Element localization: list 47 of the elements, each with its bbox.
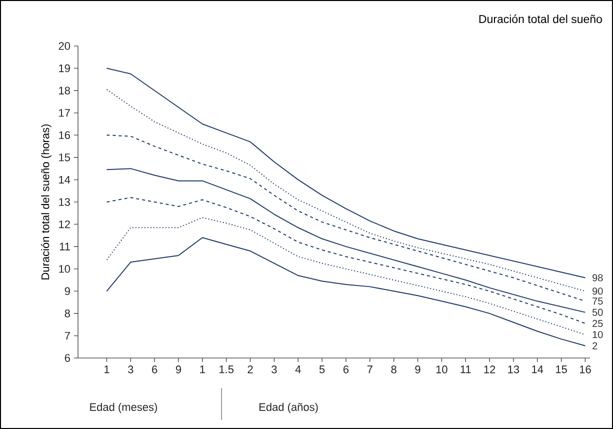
- x-tick-label: 4: [295, 366, 301, 374]
- series-label: 90: [592, 288, 603, 295]
- text: Edad (meses): [90, 402, 157, 414]
- chart-title: Duración total del sueño: [479, 14, 602, 24]
- y-tick-label: 13: [59, 198, 70, 206]
- x-tick-label: 11: [460, 366, 471, 374]
- x-tick-label: 5: [319, 366, 325, 374]
- series-label: 2: [592, 342, 598, 350]
- x-tick-label: 8: [391, 366, 396, 374]
- series-label: 98: [592, 274, 603, 282]
- x-tick-label: 2: [248, 366, 253, 374]
- text: Edad (años): [259, 402, 318, 414]
- x-tick-label: 3: [128, 366, 134, 374]
- x-tick-label: 14: [532, 366, 544, 374]
- series-label: 75: [592, 298, 603, 305]
- y-tick-label: 12: [59, 220, 70, 228]
- y-tick-label: 10: [59, 264, 70, 273]
- x-tick-label: 16: [580, 366, 591, 374]
- y-tick-label: 17: [59, 109, 70, 117]
- y-tick-label: 20: [58, 42, 70, 50]
- x-tick-label: 1: [200, 366, 205, 374]
- y-tick-label: 11: [60, 242, 70, 250]
- y-tick-label: 18: [59, 86, 70, 94]
- x-tick-label: 6: [343, 366, 349, 374]
- x-tick-label: 6: [152, 366, 158, 374]
- x-tick-label: 9: [176, 366, 182, 374]
- x-tick-label: 9: [415, 366, 420, 374]
- series-label: 10: [592, 331, 603, 338]
- x-tick-label: 15: [556, 366, 567, 374]
- y-tick-label: 14: [59, 176, 70, 184]
- x-tick-label: 3: [272, 366, 277, 374]
- x-tick-label: 13: [508, 366, 520, 374]
- y-tick-label: 15: [59, 154, 70, 162]
- y-tick-label: 6: [64, 354, 70, 362]
- x-tick-label: 1.5: [220, 366, 234, 374]
- y-tick-label: 9: [64, 287, 70, 296]
- series-label: 25: [592, 320, 603, 327]
- x-tick-label: 1: [104, 366, 110, 374]
- y-axis-title: Duración total del sueño (horas): [41, 124, 52, 280]
- x-tick-label: 10: [436, 366, 448, 374]
- y-tick-label: 19: [59, 64, 70, 72]
- y-tick-label: 16: [59, 131, 70, 140]
- x-tick-label: 12: [484, 366, 496, 374]
- y-tick-label: 8: [64, 310, 70, 318]
- y-tick-label: 7: [64, 332, 70, 340]
- series-label: 50: [592, 308, 603, 316]
- x-tick-label: 7: [367, 366, 372, 374]
